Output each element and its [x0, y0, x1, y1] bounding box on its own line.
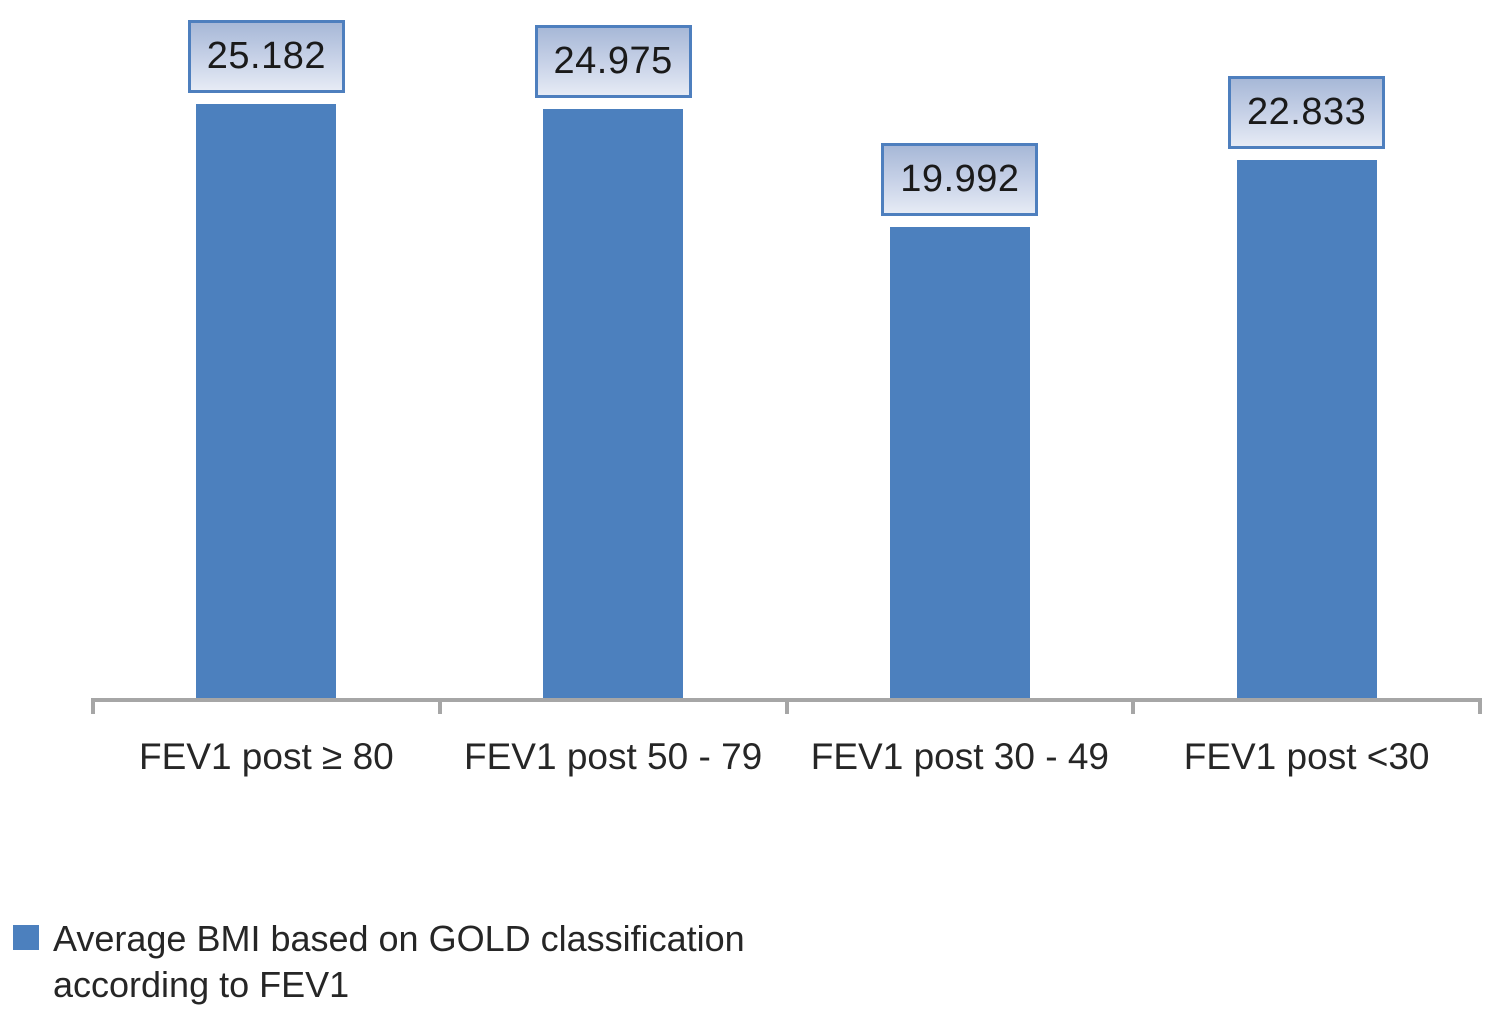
value-label: 25.182: [187, 20, 345, 93]
axis-tick: [1131, 698, 1136, 714]
axis-tick: [91, 698, 95, 714]
bar: [889, 227, 1030, 700]
category-label: FEV1 post ≥ 80: [138, 736, 394, 777]
bar: [543, 109, 684, 700]
category-label: FEV1 post 50 - 79: [464, 736, 763, 777]
axis-tick: [784, 698, 789, 714]
legend-label: Average BMI based on GOLD classification…: [53, 918, 745, 1005]
legend: Average BMI based on GOLD classification…: [13, 916, 853, 1008]
value-label: 24.975: [534, 25, 692, 98]
value-label: 19.992: [881, 143, 1039, 216]
axis-tick: [437, 698, 442, 714]
category-label: FEV1 post <30: [1183, 736, 1430, 777]
bar: [196, 104, 337, 700]
axis-tick: [1478, 698, 1482, 714]
bar: [1236, 160, 1377, 700]
legend-swatch-icon: [13, 925, 39, 950]
category-label: FEV1 post 30 - 49: [810, 736, 1109, 777]
value-label: 22.833: [1228, 76, 1386, 149]
